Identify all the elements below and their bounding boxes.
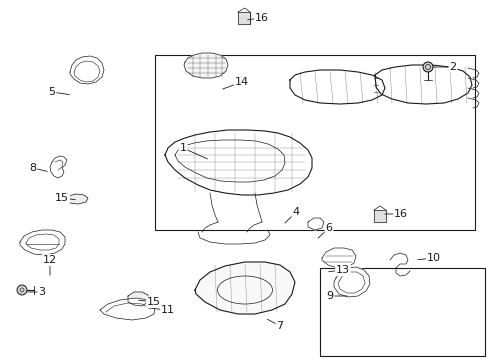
Text: 3: 3 <box>39 287 46 297</box>
Text: 12: 12 <box>43 255 57 265</box>
Text: 15: 15 <box>147 297 161 307</box>
Polygon shape <box>374 210 386 222</box>
Polygon shape <box>184 53 228 78</box>
Circle shape <box>423 62 433 72</box>
Polygon shape <box>322 248 356 268</box>
Text: 14: 14 <box>235 77 249 87</box>
Text: 8: 8 <box>29 163 37 173</box>
Text: 2: 2 <box>449 62 457 72</box>
Polygon shape <box>195 262 295 314</box>
Text: 4: 4 <box>293 207 299 217</box>
Polygon shape <box>50 156 67 178</box>
Polygon shape <box>334 267 370 297</box>
Circle shape <box>17 285 27 295</box>
Bar <box>320 268 485 356</box>
Polygon shape <box>70 56 104 84</box>
Polygon shape <box>66 194 88 204</box>
Text: 9: 9 <box>326 291 334 301</box>
Text: 1: 1 <box>179 143 187 153</box>
Polygon shape <box>128 292 148 306</box>
Polygon shape <box>238 12 250 24</box>
Text: 16: 16 <box>394 209 408 219</box>
Text: 6: 6 <box>325 223 333 233</box>
Polygon shape <box>100 298 155 320</box>
Bar <box>155 55 475 230</box>
Polygon shape <box>308 218 324 230</box>
Text: 16: 16 <box>255 13 269 23</box>
Polygon shape <box>20 230 65 255</box>
Text: 10: 10 <box>427 253 441 263</box>
Polygon shape <box>165 130 312 195</box>
Text: 11: 11 <box>161 305 175 315</box>
Text: 15: 15 <box>55 193 69 203</box>
Polygon shape <box>290 70 385 104</box>
Polygon shape <box>375 65 472 104</box>
Text: 13: 13 <box>336 265 350 275</box>
Text: 7: 7 <box>276 321 284 331</box>
Text: 5: 5 <box>49 87 55 97</box>
